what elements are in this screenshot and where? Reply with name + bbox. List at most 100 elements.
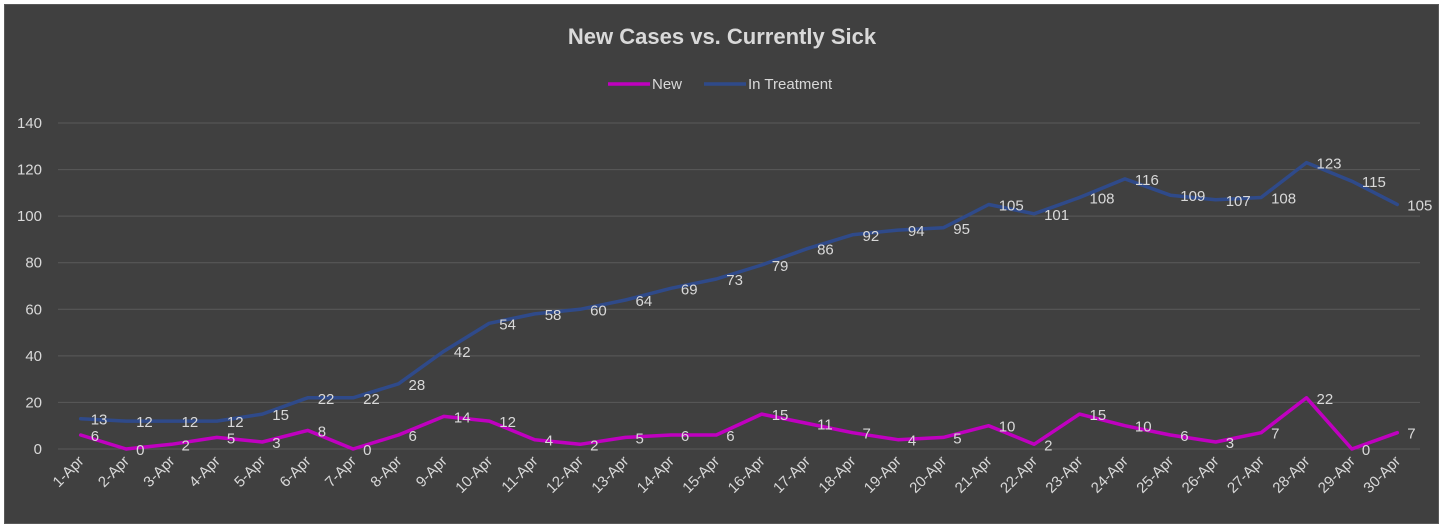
data-label-new: 4	[908, 433, 916, 450]
data-label-in-treatment: 22	[318, 391, 335, 408]
data-label-new: 10	[1135, 419, 1152, 436]
x-tick-label: 12-Apr	[543, 453, 587, 497]
data-label-new: 12	[499, 414, 516, 431]
data-label-in-treatment: 13	[91, 412, 108, 429]
x-tick-label: 28-Apr	[1269, 453, 1313, 497]
data-label-in-treatment: 105	[1407, 198, 1432, 215]
y-tick-label: 0	[34, 441, 42, 458]
series-lines	[78, 160, 1400, 451]
data-label-in-treatment: 115	[1362, 174, 1386, 191]
data-label-new: 2	[1044, 437, 1052, 454]
x-tick-label: 27-Apr	[1224, 453, 1268, 497]
data-label-in-treatment: 94	[908, 223, 925, 240]
chart-area	[4, 4, 1439, 524]
y-tick-label: 140	[17, 115, 42, 132]
data-label-new: 6	[681, 428, 689, 445]
data-label-in-treatment: 86	[817, 242, 834, 259]
x-tick-label: 7-Apr	[322, 453, 360, 491]
data-label-in-treatment: 12	[136, 414, 153, 431]
x-tick-label: 2-Apr	[95, 453, 133, 491]
x-tick-label: 10-Apr	[452, 453, 496, 497]
x-tick-label: 25-Apr	[1133, 453, 1177, 497]
data-label-in-treatment: 15	[272, 407, 289, 424]
data-label-in-treatment: 28	[409, 377, 426, 394]
legend-label: New	[652, 76, 682, 93]
legend-label: In Treatment	[748, 76, 833, 93]
data-label-new: 6	[726, 428, 734, 445]
data-label-in-treatment: 73	[726, 272, 743, 289]
data-label-in-treatment: 108	[1090, 191, 1115, 208]
x-tick-label: 18-Apr	[815, 453, 859, 497]
data-label-new: 7	[1407, 426, 1415, 443]
data-label-new: 6	[409, 428, 417, 445]
data-label-new: 3	[1226, 435, 1234, 452]
x-tick-label: 21-Apr	[952, 453, 996, 497]
x-tick-label: 17-Apr	[770, 453, 814, 497]
x-axis-ticks: 1-Apr 2-Apr 3-Apr 4-Apr 5-Apr 6-Apr 7-Apr 8-Apr…	[50, 453, 1405, 497]
x-tick-label: 20-Apr	[906, 453, 950, 497]
x-tick-label: 29-Apr	[1315, 453, 1359, 497]
x-tick-label: 24-Apr	[1088, 453, 1132, 497]
y-axis-ticks: 0 20 40 60 80 100 120 140	[17, 115, 42, 458]
x-tick-label: 30-Apr	[1360, 453, 1404, 497]
gridlines	[58, 122, 1420, 450]
data-label-in-treatment: 12	[227, 414, 244, 431]
x-tick-label: 9-Apr	[413, 453, 451, 491]
y-tick-label: 80	[25, 255, 42, 272]
series-line-new	[78, 396, 1400, 451]
legend: New In Treatment	[608, 76, 833, 93]
data-label-in-treatment: 69	[681, 281, 698, 298]
data-label-in-treatment: 108	[1271, 191, 1296, 208]
data-label-in-treatment: 42	[454, 344, 471, 361]
data-label-in-treatment: 107	[1226, 193, 1251, 210]
series-line-in-treatment	[78, 160, 1400, 423]
data-label-new: 4	[545, 433, 553, 450]
data-label-in-treatment: 64	[636, 293, 653, 310]
data-label-new: 10	[999, 419, 1016, 436]
data-label-new: 6	[1180, 428, 1188, 445]
data-label-in-treatment: 79	[772, 258, 789, 275]
data-label-new: 8	[318, 423, 326, 440]
data-label-in-treatment: 109	[1180, 188, 1205, 205]
data-label-new: 5	[636, 430, 644, 447]
data-label-new: 0	[136, 442, 144, 459]
data-label-in-treatment: 101	[1044, 207, 1069, 224]
x-tick-label: 6-Apr	[277, 453, 315, 491]
data-label-in-treatment: 58	[545, 307, 562, 324]
data-label-new: 0	[1362, 442, 1370, 459]
data-label-new: 2	[590, 437, 598, 454]
data-label-new: 5	[227, 430, 235, 447]
y-tick-label: 100	[17, 208, 42, 225]
y-tick-label: 40	[25, 348, 42, 365]
data-label-new: 14	[454, 409, 471, 426]
x-tick-label: 8-Apr	[367, 453, 405, 491]
y-tick-label: 20	[25, 394, 42, 411]
data-label-new: 5	[953, 430, 961, 447]
y-tick-label: 60	[25, 301, 42, 318]
x-tick-label: 15-Apr	[679, 453, 723, 497]
data-label-new: 7	[863, 426, 871, 443]
x-tick-label: 5-Apr	[231, 453, 269, 491]
chart-title: New Cases vs. Currently Sick	[568, 24, 877, 49]
x-tick-label: 23-Apr	[1042, 453, 1086, 497]
x-tick-label: 11-Apr	[498, 453, 541, 496]
x-tick-label: 16-Apr	[725, 453, 769, 497]
data-label-in-treatment: 92	[863, 228, 880, 245]
data-label-new: 15	[1090, 407, 1107, 424]
data-label-new: 22	[1317, 391, 1334, 408]
y-tick-label: 120	[17, 162, 42, 179]
data-label-new: 2	[182, 437, 190, 454]
data-label-in-treatment: 116	[1135, 172, 1159, 189]
data-label-in-treatment: 105	[999, 198, 1024, 215]
x-tick-label: 13-Apr	[588, 453, 632, 497]
x-tick-label: 22-Apr	[997, 453, 1041, 497]
data-label-in-treatment: 54	[499, 316, 516, 333]
data-label-new: 11	[817, 416, 833, 433]
data-label-in-treatment: 12	[182, 414, 199, 431]
x-tick-label: 4-Apr	[186, 453, 224, 491]
x-tick-label: 3-Apr	[140, 453, 178, 491]
x-tick-label: 14-Apr	[634, 453, 678, 497]
